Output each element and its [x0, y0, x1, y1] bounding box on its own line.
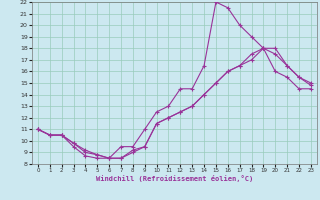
X-axis label: Windchill (Refroidissement éolien,°C): Windchill (Refroidissement éolien,°C) [96, 175, 253, 182]
